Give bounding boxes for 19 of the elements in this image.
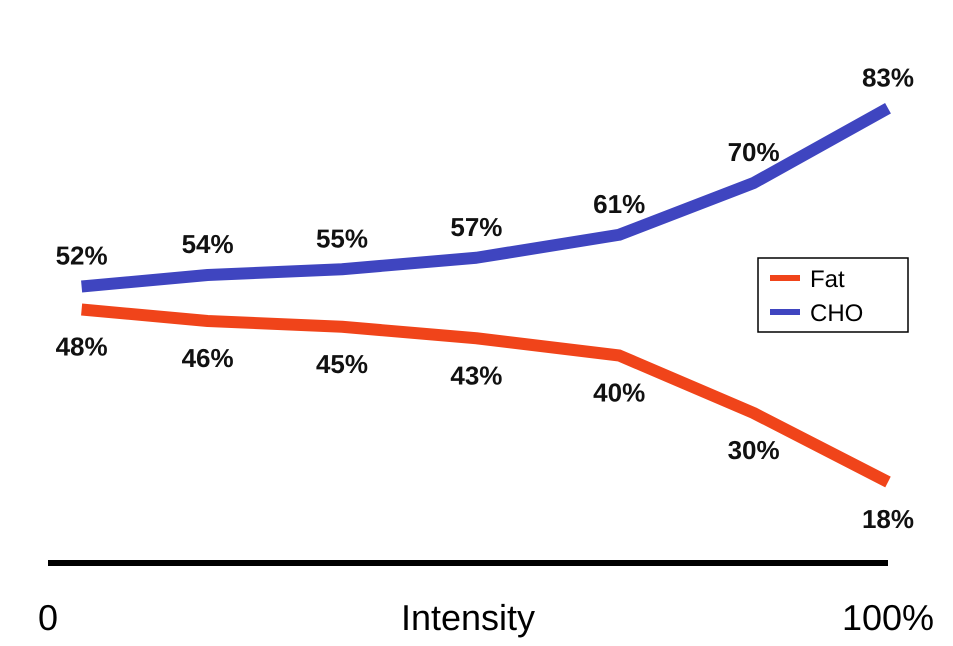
data-label: 52% bbox=[56, 240, 108, 270]
x-tick-label: 100% bbox=[842, 597, 934, 638]
data-label: 55% bbox=[316, 223, 368, 254]
legend-label: CHO bbox=[810, 300, 864, 327]
legend-label: Fat bbox=[810, 266, 846, 293]
data-label: 54% bbox=[182, 229, 234, 259]
data-label: 46% bbox=[182, 343, 234, 373]
data-label: 61% bbox=[593, 188, 646, 219]
data-label: 48% bbox=[56, 332, 108, 362]
data-label: 18% bbox=[862, 504, 914, 534]
data-label: 57% bbox=[450, 212, 502, 242]
x-tick-label: 0 bbox=[38, 597, 58, 638]
data-label: 30% bbox=[728, 435, 780, 465]
data-label: 83% bbox=[862, 62, 914, 92]
data-label: 40% bbox=[593, 378, 646, 408]
data-label: 45% bbox=[316, 348, 368, 379]
x-axis-title: Intensity bbox=[400, 597, 536, 638]
data-label: 70% bbox=[728, 137, 780, 167]
data-label: 43% bbox=[450, 360, 502, 390]
